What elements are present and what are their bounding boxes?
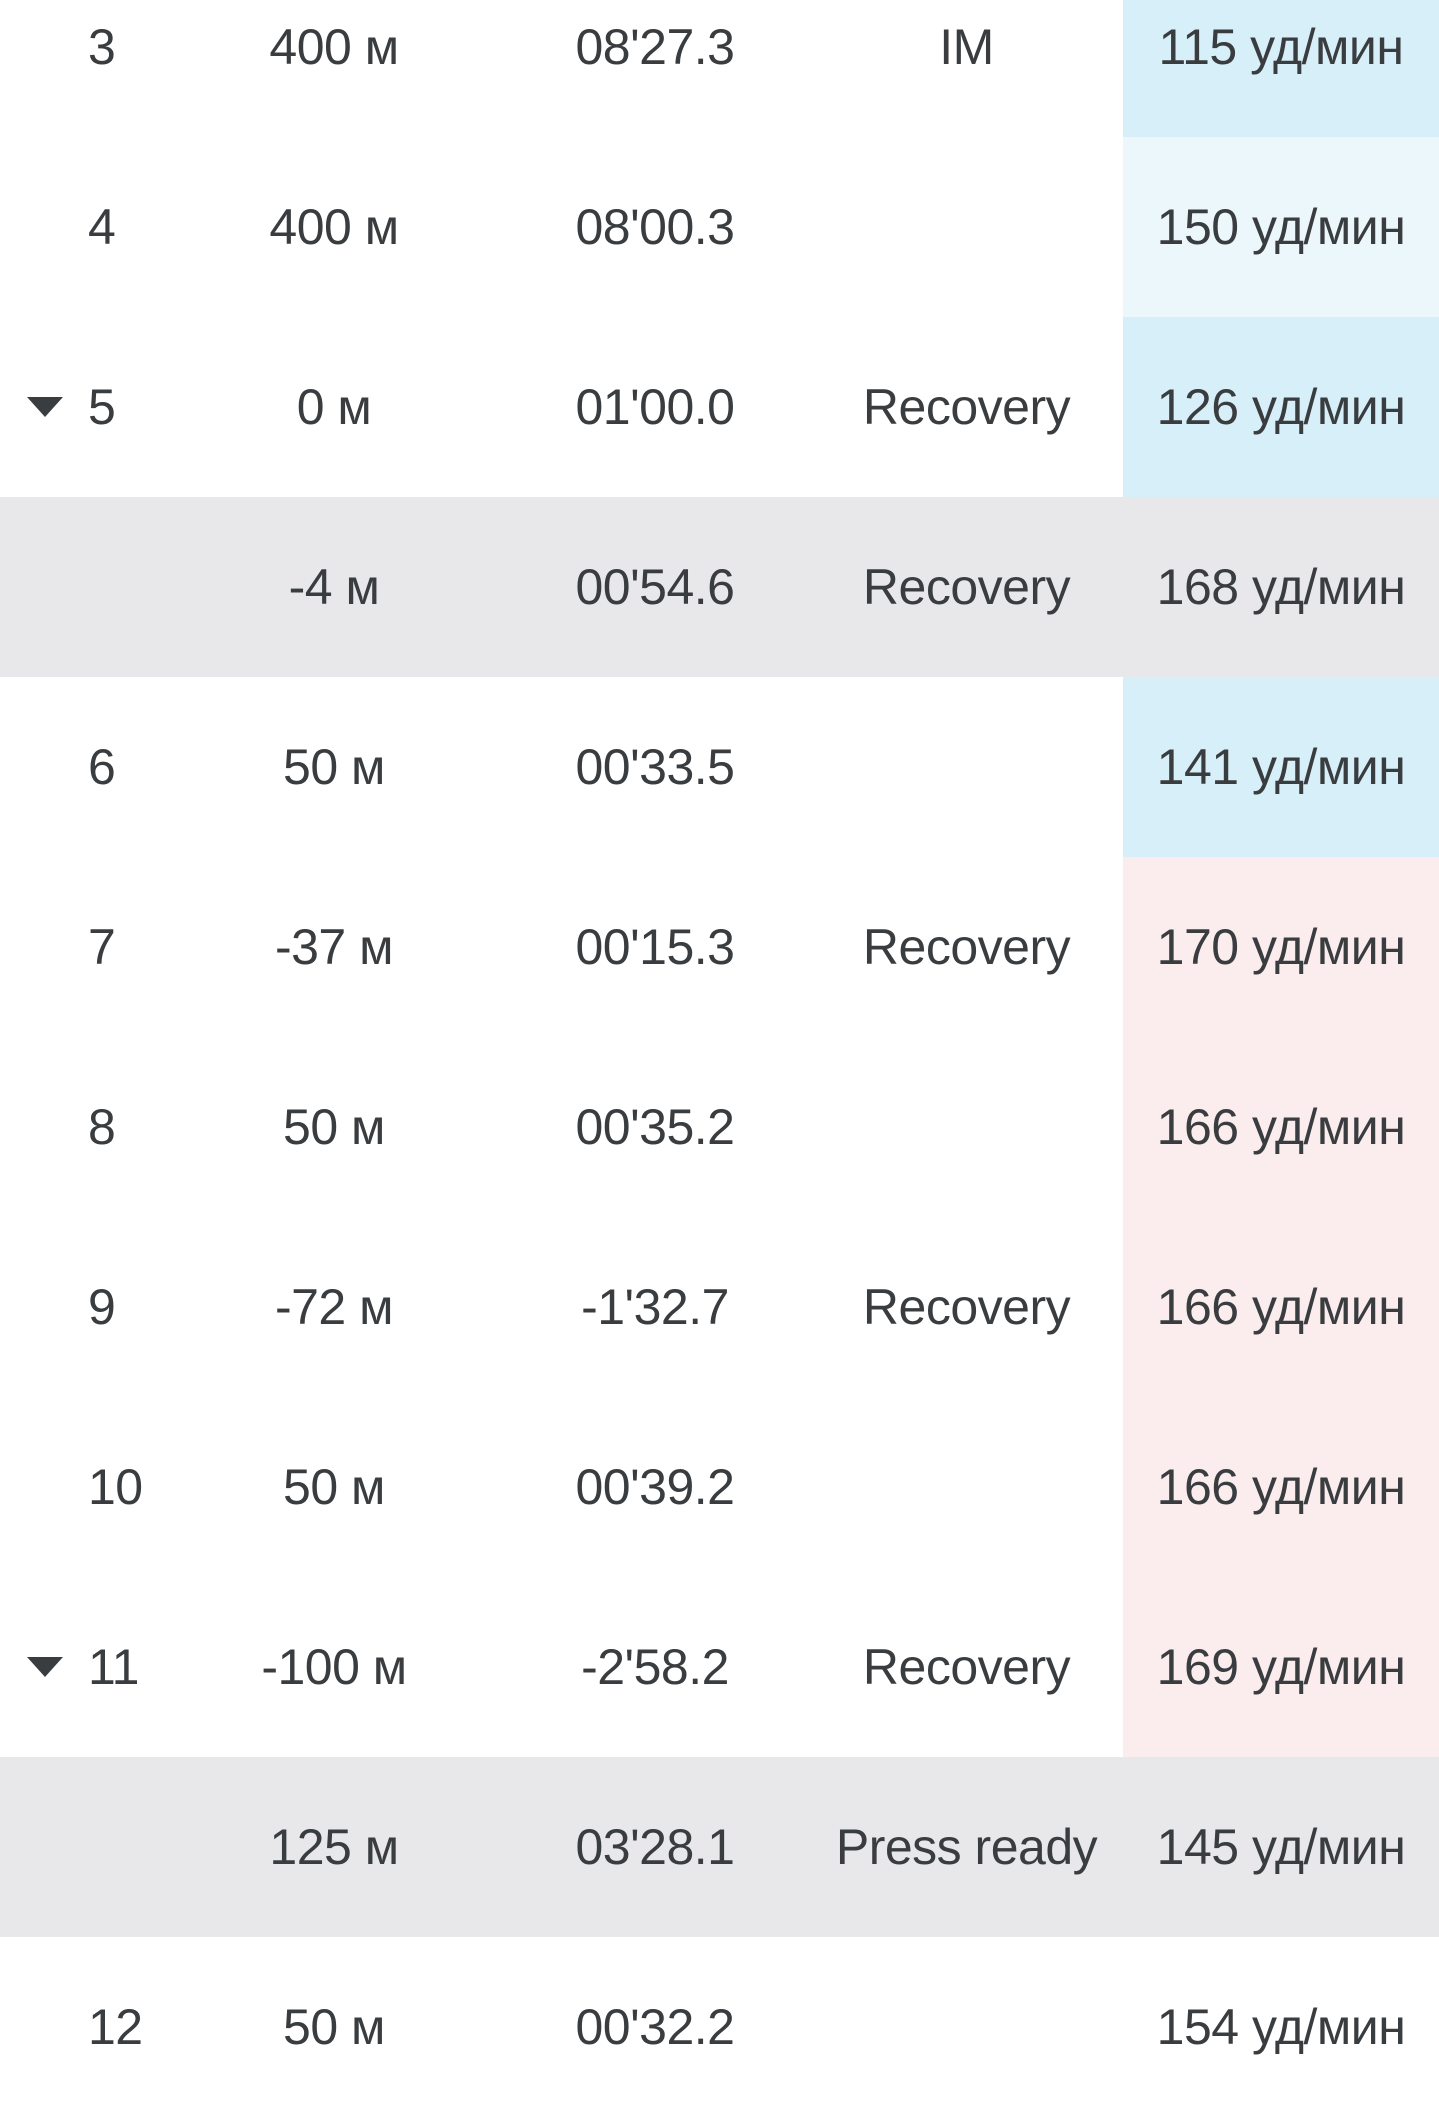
lap-distance: 50 м: [283, 1459, 385, 1515]
lap-duration: -2'58.2: [581, 1639, 729, 1695]
lap-number: 6: [88, 739, 116, 795]
lap-distance: 0 м: [296, 379, 372, 435]
lap-row[interactable]: 5 0 м 01'00.0 Recovery 126 уд/мин: [0, 317, 1439, 497]
lap-distance: -100 м: [261, 1639, 407, 1695]
lap-number: 8: [88, 1099, 116, 1155]
lap-number: 4: [88, 199, 116, 255]
lap-heart-rate: 150 уд/мин: [1123, 137, 1439, 317]
lap-duration: 00'15.3: [575, 919, 735, 975]
lap-distance: -72 м: [274, 1279, 394, 1335]
lap-number: 12: [88, 1999, 143, 2055]
lap-type: Recovery: [862, 919, 1071, 975]
lap-distance: -4 м: [288, 559, 380, 615]
lap-row: 10 50 м 00'39.2 166 уд/мин: [0, 1397, 1439, 1577]
lap-row: 4 400 м 08'00.3 150 уд/мин: [0, 137, 1439, 317]
lap-duration: 00'54.6: [575, 559, 735, 615]
lap-row: 6 50 м 00'33.5 141 уд/мин: [0, 677, 1439, 857]
lap-heart-rate: 166 уд/мин: [1123, 1397, 1439, 1577]
lap-type: IM: [939, 19, 994, 75]
lap-heart-rate: 169 уд/мин: [1123, 1577, 1439, 1757]
lap-heart-rate: 145 уд/мин: [1156, 1819, 1406, 1875]
lap-row: 9 -72 м -1'32.7 Recovery 166 уд/мин: [0, 1217, 1439, 1397]
lap-duration: 08'27.3: [575, 19, 735, 75]
lap-number: 9: [88, 1279, 116, 1335]
lap-row: 3 400 м 08'27.3 IM 115 уд/мин: [0, 0, 1439, 137]
lap-distance: 50 м: [283, 739, 385, 795]
collapse-row-triangle-icon[interactable]: [27, 397, 63, 417]
lap-heart-rate: 154 уд/мин: [1156, 1999, 1406, 2055]
lap-heart-rate: 141 уд/мин: [1123, 677, 1439, 857]
lap-type: Recovery: [862, 559, 1071, 615]
lap-distance: -37 м: [274, 919, 394, 975]
lap-number: 7: [88, 919, 116, 975]
collapse-row-triangle-icon[interactable]: [27, 1657, 63, 1677]
lap-type: Press ready: [835, 1819, 1098, 1875]
lap-row[interactable]: 11 -100 м -2'58.2 Recovery 169 уд/мин: [0, 1577, 1439, 1757]
lap-type: Recovery: [862, 1279, 1071, 1335]
lap-heart-rate: 168 уд/мин: [1156, 559, 1406, 615]
lap-type: Recovery: [862, 379, 1071, 435]
lap-distance: 400 м: [269, 199, 399, 255]
lap-row: -4 м 00'54.6 Recovery 168 уд/мин: [0, 497, 1439, 677]
lap-duration: 00'35.2: [575, 1099, 735, 1155]
lap-number: 11: [88, 1639, 139, 1695]
lap-duration: 03'28.1: [575, 1819, 735, 1875]
lap-distance: 125 м: [269, 1819, 399, 1875]
lap-duration: 08'00.3: [575, 199, 735, 255]
lap-distance: 50 м: [283, 1099, 385, 1155]
lap-duration: 00'39.2: [575, 1459, 735, 1515]
lap-row: 7 -37 м 00'15.3 Recovery 170 уд/мин: [0, 857, 1439, 1037]
lap-distance: 50 м: [283, 1999, 385, 2055]
lap-number: 3: [88, 19, 116, 75]
lap-row: 12 50 м 00'32.2 154 уд/мин: [0, 1937, 1439, 2117]
lap-duration: 00'33.5: [575, 739, 735, 795]
lap-type: Recovery: [862, 1639, 1071, 1695]
lap-distance: 400 м: [269, 19, 399, 75]
lap-number: 10: [88, 1459, 143, 1515]
lap-duration: 00'32.2: [575, 1999, 735, 2055]
lap-heart-rate: 115 уд/мин: [1123, 0, 1439, 137]
lap-heart-rate: 170 уд/мин: [1123, 857, 1439, 1037]
lap-row: 125 м 03'28.1 Press ready 145 уд/мин: [0, 1757, 1439, 1937]
lap-heart-rate: 126 уд/мин: [1123, 317, 1439, 497]
lap-duration: 01'00.0: [575, 379, 735, 435]
lap-heart-rate: 166 уд/мин: [1123, 1037, 1439, 1217]
lap-heart-rate: 166 уд/мин: [1123, 1217, 1439, 1397]
lap-number: 5: [88, 379, 116, 435]
lap-row: 8 50 м 00'35.2 166 уд/мин: [0, 1037, 1439, 1217]
lap-duration: -1'32.7: [581, 1279, 729, 1335]
